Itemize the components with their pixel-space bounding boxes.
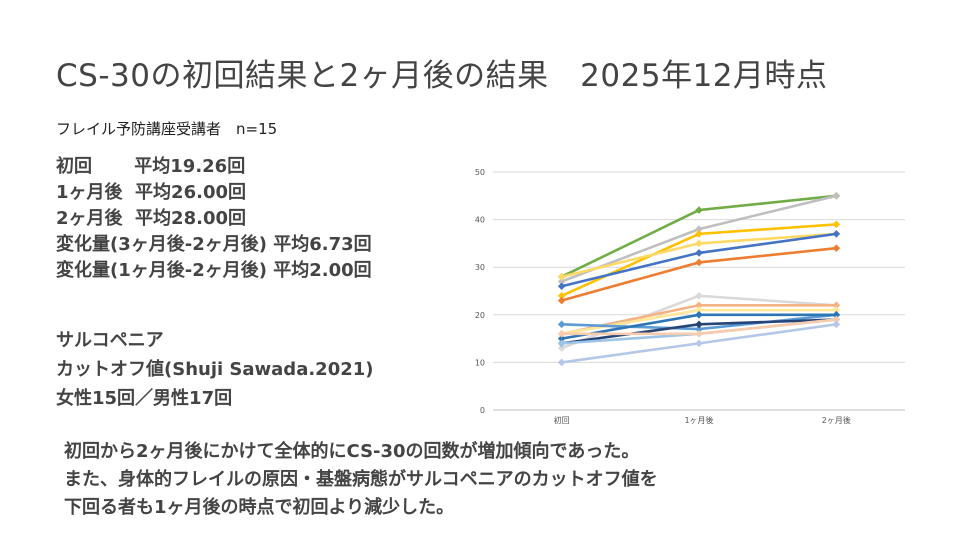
sarcopenia-values: 女性15回／男性17回 (56, 388, 233, 409)
stat-1month: 1ヶ月後 平均26.00回 (56, 182, 246, 203)
stat-initial: 初回 平均19.26回 (56, 156, 246, 177)
data-point-marker (557, 282, 566, 291)
data-point-marker (557, 330, 566, 338)
data-point-marker (695, 249, 703, 257)
data-point-marker (832, 192, 841, 200)
x-tick-label: 1ヶ月後 (684, 415, 713, 425)
data-point-marker (695, 291, 703, 300)
data-point-marker (695, 311, 703, 319)
x-tick-label: 2ヶ月後 (822, 415, 851, 425)
data-point-marker (695, 239, 703, 248)
data-point-marker (695, 330, 703, 338)
data-point-marker (832, 244, 841, 252)
y-tick-label: 30 (475, 263, 485, 272)
data-point-marker (832, 301, 841, 310)
data-point-marker (695, 258, 703, 267)
data-point-marker (557, 291, 566, 300)
stat-change-3-2: 変化量(3ヶ月後-2ヶ月後) 平均6.73回 (56, 234, 372, 255)
x-tick-label: 初回 (554, 415, 570, 425)
conclusion-block: 初回から2ヶ月後にかけて全体的にCS-30の回数が増加傾向であった。 また、身体… (64, 438, 658, 522)
slide-title: CS-30の初回結果と2ヶ月後の結果 2025年12月時点 (56, 58, 828, 94)
sarcopenia-block: サルコペニア カットオフ値(Shuji Sawada.2021) 女性15回／男… (56, 326, 374, 413)
data-point-marker (557, 320, 566, 329)
stats-block: 初回 平均19.26回 1ヶ月後 平均26.00回 2ヶ月後 平均28.00回 … (56, 154, 372, 284)
y-tick-label: 50 (475, 168, 485, 177)
y-tick-label: 20 (475, 311, 485, 320)
data-point-marker (832, 230, 841, 238)
stat-change-1-2: 変化量(1ヶ月後-2ヶ月後) 平均2.00回 (56, 260, 372, 281)
y-tick-label: 0 (480, 406, 485, 415)
data-point-marker (557, 334, 566, 343)
participants-subtitle: フレイル予防講座受講者 n=15 (56, 120, 278, 138)
data-point-marker (832, 220, 841, 229)
data-point-marker (832, 315, 841, 324)
conclusion-line-2: また、身体的フレイルの原因・基盤病態がサルコペニアのカットオフ値を (64, 469, 658, 490)
data-point-marker (832, 311, 841, 319)
cs30-line-chart: 0 10 20 30 40 50 初回 1ヶ月後 2ヶ月後 (475, 168, 905, 425)
data-point-marker (832, 320, 841, 329)
sarcopenia-cutoff: カットオフ値(Shuji Sawada.2021) (56, 359, 374, 380)
data-point-marker (557, 296, 566, 305)
data-point-marker (557, 339, 566, 348)
data-point-marker (557, 344, 566, 352)
data-point-marker (832, 306, 841, 314)
data-point-marker (557, 358, 566, 367)
data-point-marker (695, 339, 703, 348)
y-tick-label: 40 (475, 216, 485, 225)
data-point-marker (557, 272, 566, 281)
data-point-marker (695, 320, 703, 329)
conclusion-line-1: 初回から2ヶ月後にかけて全体的にCS-30の回数が増加傾向であった。 (64, 441, 640, 462)
data-point-marker (557, 277, 566, 286)
y-tick-label: 10 (475, 358, 485, 367)
conclusion-line-3: 下回る者も1ヶ月後の時点で初回より減少した。 (64, 497, 455, 518)
stat-2month: 2ヶ月後 平均28.00回 (56, 208, 246, 229)
sarcopenia-heading: サルコペニア (56, 330, 164, 351)
